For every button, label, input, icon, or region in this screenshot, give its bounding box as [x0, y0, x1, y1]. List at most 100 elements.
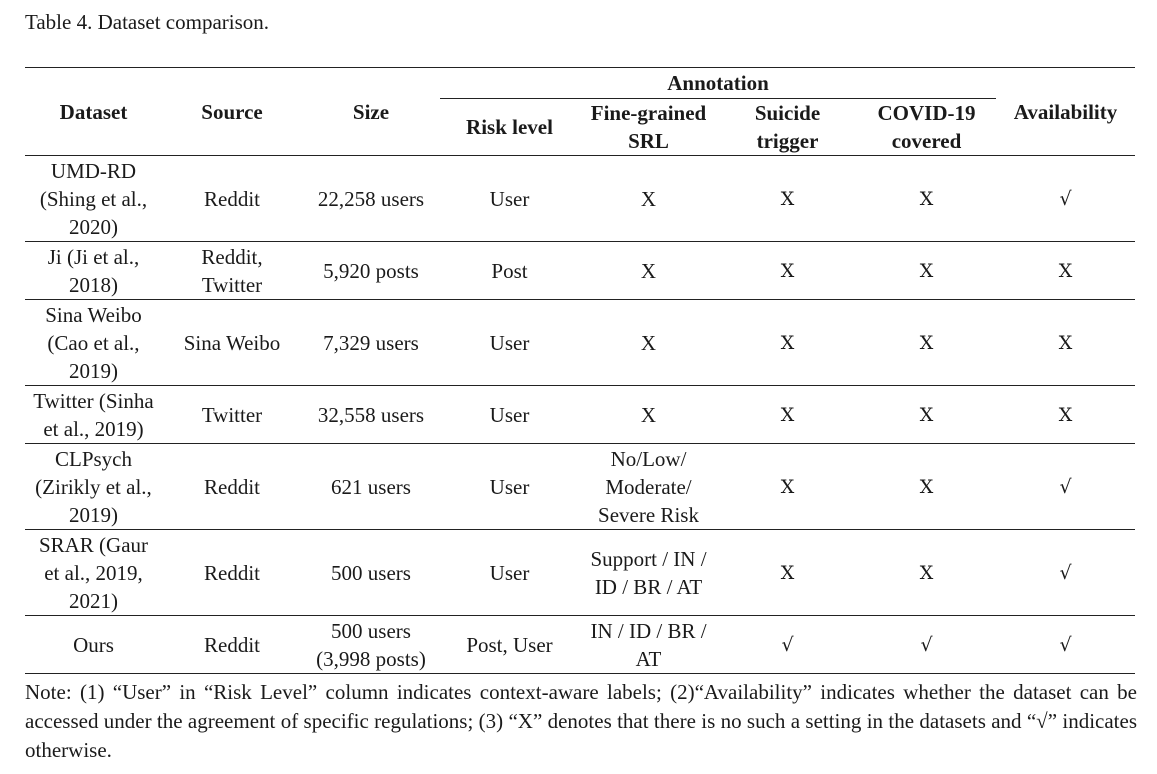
cell-dataset-line: Ji (Ji et al., — [47, 244, 140, 269]
cell-fine-grained-srl: IN / ID / BR / AT — [579, 615, 718, 674]
cell-dataset-line: 2019) — [69, 358, 118, 383]
cell-availability: X — [996, 385, 1136, 444]
cell-source: Twitter — [162, 385, 302, 444]
table-row: Twitter (Sinha et al., 2019) Twitter 32,558… — [25, 385, 1136, 444]
cell-availability: √ — [996, 443, 1136, 530]
cell-dataset: Ours — [25, 615, 162, 674]
cell-fine-grained-srl-line: X — [640, 186, 657, 211]
cell-size-line: 500 users — [331, 560, 411, 585]
cell-size: 621 users — [302, 443, 440, 530]
cell-covid-covered: X — [857, 155, 997, 242]
cell-dataset-line: Ours — [73, 632, 114, 657]
cell-dataset-line: CLPsych — [54, 446, 132, 471]
cell-dataset-line: UMD-RD — [50, 158, 137, 183]
cell-suicide-trigger: √ — [718, 615, 857, 674]
cell-size: 32,558 users — [302, 385, 440, 444]
table-note: Note: (1) “User” in “Risk Level” column … — [25, 680, 1137, 762]
cell-dataset-line: Twitter (Sinha — [33, 388, 154, 413]
header-fine-grained-line2: SRL — [628, 129, 669, 153]
cell-suicide-trigger: X — [718, 385, 857, 444]
cell-fine-grained-srl-line: No/Low/ — [610, 446, 687, 471]
cell-risk-level: User — [440, 155, 579, 242]
cell-fine-grained-srl: X — [579, 241, 718, 300]
cell-fine-grained-srl: X — [579, 155, 718, 242]
cell-size-line: (3,998 posts) — [316, 646, 426, 671]
table-row: Ours Reddit 500 users (3,998 posts) Post, Us… — [25, 615, 1136, 674]
cell-suicide-trigger: X — [718, 529, 857, 616]
header-fine-grained-srl: Fine-grained SRL — [579, 99, 718, 156]
table-row: SRAR (Gaur et al., 2019, 2021) Reddit 500 us… — [25, 529, 1136, 616]
cell-fine-grained-srl-line: X — [640, 258, 657, 283]
cell-dataset: Ji (Ji et al., 2018) — [25, 241, 162, 300]
cell-fine-grained-srl-line: Support / IN / — [590, 546, 707, 571]
cell-size: 7,329 users — [302, 299, 440, 386]
header-suicide-line2: trigger — [756, 129, 819, 153]
cell-fine-grained-srl-line: Severe Risk — [598, 502, 699, 527]
cell-fine-grained-srl: Support / IN / ID / BR / AT — [579, 529, 718, 616]
cell-dataset-line: 2018) — [69, 272, 118, 297]
header-fine-grained-line1: Fine-grained — [590, 101, 707, 125]
cell-risk-level: Post — [440, 241, 579, 300]
cell-fine-grained-srl-line: AT — [635, 646, 662, 671]
cell-size: 22,258 users — [302, 155, 440, 242]
table-row: UMD-RD (Shing et al., 2020) Reddit 22,258 us… — [25, 155, 1136, 242]
cell-size-line: 22,258 users — [317, 186, 425, 211]
cell-dataset-line: SRAR (Gaur — [38, 532, 149, 557]
cell-dataset-line: (Shing et al., — [39, 186, 148, 211]
cell-size-line: 500 users — [331, 618, 411, 643]
cell-size-line: 7,329 users — [323, 330, 419, 355]
cell-source-line: Sina Weibo — [183, 330, 281, 355]
cell-source-line: Reddit — [204, 186, 260, 211]
cell-dataset: Twitter (Sinha et al., 2019) — [25, 385, 162, 444]
header-suicide-line1: Suicide — [754, 101, 821, 125]
cell-size-line: 5,920 posts — [323, 258, 419, 283]
cell-covid-covered: X — [857, 443, 997, 530]
cell-dataset-line: 2019) — [69, 502, 118, 527]
cell-covid-covered: X — [857, 299, 997, 386]
cell-fine-grained-srl-line: Moderate/ — [605, 474, 692, 499]
header-covid-line1: COVID-19 — [877, 101, 976, 125]
cell-size-line: 32,558 users — [317, 402, 425, 427]
cell-fine-grained-srl-line: X — [640, 330, 657, 355]
cell-dataset-line: et al., 2019) — [43, 416, 144, 441]
header-annotation: Annotation — [440, 67, 997, 99]
cell-suicide-trigger: X — [718, 155, 857, 242]
cell-covid-covered: X — [857, 241, 997, 300]
cell-size: 500 users (3,998 posts) — [302, 615, 440, 674]
cell-covid-covered: X — [857, 385, 997, 444]
cell-source-line: Reddit — [204, 632, 260, 657]
cell-suicide-trigger: X — [718, 299, 857, 386]
cell-availability: √ — [996, 615, 1136, 674]
cell-risk-level: Post, User — [440, 615, 579, 674]
table-row: Ji (Ji et al., 2018) Reddit, Twitter 5,920 p… — [25, 241, 1136, 300]
header-source: Source — [162, 67, 302, 156]
cell-risk-level: User — [440, 529, 579, 616]
cell-risk-level: User — [440, 443, 579, 530]
cell-fine-grained-srl-line: ID / BR / AT — [594, 574, 703, 599]
cell-source: Reddit — [162, 615, 302, 674]
cell-source-line: Twitter — [201, 272, 263, 297]
cell-dataset-line: et al., 2019, — [44, 560, 143, 585]
cell-source-line: Reddit — [204, 560, 260, 585]
cell-covid-covered: X — [857, 529, 997, 616]
cell-size-line: 621 users — [331, 474, 411, 499]
cell-source: Reddit — [162, 443, 302, 530]
cell-suicide-trigger: X — [718, 443, 857, 530]
header-covid-line2: covered — [891, 129, 962, 153]
cell-source-line: Twitter — [201, 402, 263, 427]
cell-covid-covered: √ — [857, 615, 997, 674]
cell-source-line: Reddit — [204, 474, 260, 499]
table-row: Sina Weibo (Cao et al., 2019) Sina Weibo 7,3… — [25, 299, 1136, 386]
cell-dataset: Sina Weibo (Cao et al., 2019) — [25, 299, 162, 386]
cell-risk-level: User — [440, 299, 579, 386]
cell-source-line: Reddit, — [201, 244, 263, 269]
header-risk-level: Risk level — [466, 115, 553, 139]
cell-dataset: SRAR (Gaur et al., 2019, 2021) — [25, 529, 162, 616]
cell-dataset-line: 2020) — [69, 214, 118, 239]
cell-dataset-line: (Cao et al., — [47, 330, 140, 355]
cell-fine-grained-srl-line: IN / ID / BR / — [590, 618, 707, 643]
cell-fine-grained-srl: No/Low/Moderate/Severe Risk — [579, 443, 718, 530]
table-caption: Table 4. Dataset comparison. — [25, 10, 270, 34]
cell-fine-grained-srl-line: X — [640, 402, 657, 427]
cell-dataset: CLPsych (Zirikly et al., 2019) — [25, 443, 162, 530]
